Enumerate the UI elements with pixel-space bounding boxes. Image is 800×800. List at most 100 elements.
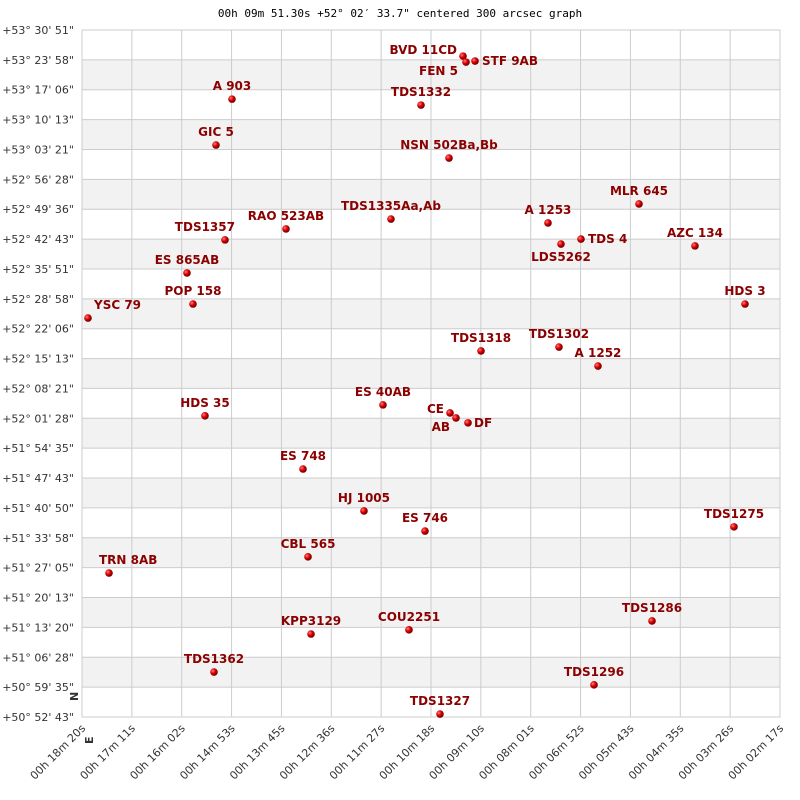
star-point (84, 314, 92, 322)
star-point (590, 681, 598, 689)
star-point (379, 401, 387, 409)
star-point (304, 553, 312, 561)
star-label: TDS 4 (588, 232, 627, 246)
star-label: POP 158 (164, 284, 221, 298)
star-point (648, 617, 656, 625)
star-point (299, 465, 307, 473)
star-point (228, 95, 236, 103)
star-point (387, 215, 395, 223)
star-label: TDS1362 (184, 652, 244, 666)
star-point (594, 362, 602, 370)
star-point (189, 300, 197, 308)
star-label: RAO 523AB (248, 209, 324, 223)
star-point (691, 242, 699, 250)
y-tick-label: +52° 42' 43" (2, 233, 74, 246)
star-label: AB (432, 420, 450, 434)
star-point (464, 419, 472, 427)
y-tick-label: +52° 15' 13" (2, 353, 74, 366)
star-label: LDS5262 (531, 250, 591, 264)
y-tick-label: +51° 20' 13" (2, 592, 74, 605)
y-tick-label: +51° 54' 35" (2, 442, 74, 455)
star-label: STF 9AB (482, 54, 538, 68)
star-label: ES 748 (280, 449, 326, 463)
star-point (635, 200, 643, 208)
star-label: CBL 565 (281, 537, 336, 551)
star-point (221, 236, 229, 244)
y-tick-label: +52° 56' 28" (2, 173, 74, 186)
y-tick-label: +52° 22' 06" (2, 323, 74, 336)
star-label: TDS1332 (391, 85, 451, 99)
star-point (405, 626, 413, 634)
star-label: TDS1302 (529, 327, 589, 341)
star-label: A 903 (213, 79, 252, 93)
star-point (436, 710, 444, 718)
star-label: YSC 79 (93, 298, 141, 312)
star-label: FEN 5 (419, 64, 458, 78)
north-marker: N (68, 692, 81, 701)
star-label: NSN 502Ba,Bb (400, 138, 498, 152)
star-label: A 1252 (575, 346, 622, 360)
star-label: HJ 1005 (338, 491, 390, 505)
star-label: TDS1327 (410, 694, 470, 708)
y-tick-label: +53° 23' 58" (2, 54, 74, 67)
star-point (417, 101, 425, 109)
east-marker: E (83, 736, 96, 744)
star-point (452, 414, 460, 422)
chart-title: 00h 09m 51.30s +52° 02′ 33.7" centered 3… (218, 7, 582, 20)
y-tick-label: +53° 10' 13" (2, 114, 74, 127)
star-point (445, 154, 453, 162)
star-point (212, 141, 220, 149)
star-label: TRN 8AB (99, 553, 157, 567)
star-point (421, 527, 429, 535)
star-point (282, 225, 290, 233)
y-tick-label: +52° 49' 36" (2, 203, 74, 216)
star-point (577, 235, 585, 243)
star-label: A 1253 (525, 203, 572, 217)
y-tick-label: +52° 35' 51" (2, 263, 74, 276)
star-point (307, 630, 315, 638)
star-label: COU2251 (378, 610, 440, 624)
star-label: TDS1335Aa,Ab (341, 199, 441, 213)
y-tick-label: +50° 59' 35" (2, 681, 74, 694)
star-point (183, 269, 191, 277)
star-point (741, 300, 749, 308)
y-tick-label: +53° 17' 06" (2, 84, 74, 97)
star-label: TDS1318 (451, 331, 511, 345)
y-tick-label: +52° 08' 21" (2, 382, 74, 395)
y-tick-label: +51° 40' 50" (2, 502, 74, 515)
star-point (210, 668, 218, 676)
star-label: ES 746 (402, 511, 448, 525)
y-tick-label: +53° 30' 51" (2, 24, 74, 37)
star-label: TDS1357 (175, 220, 235, 234)
star-label: MLR 645 (610, 184, 668, 198)
star-point (462, 58, 470, 66)
star-label: CE (427, 402, 444, 416)
y-tick-label: +51° 13' 20" (2, 621, 74, 634)
star-point (201, 412, 209, 420)
star-point (360, 507, 368, 515)
y-tick-label: +50° 52' 43" (2, 711, 74, 724)
star-label: BVD 11CD (389, 43, 457, 57)
star-point (544, 219, 552, 227)
y-tick-label: +51° 33' 58" (2, 532, 74, 545)
star-label: HDS 35 (180, 396, 230, 410)
star-point (446, 409, 454, 417)
star-label: TDS1296 (564, 665, 624, 679)
star-point (477, 347, 485, 355)
star-label: TDS1286 (622, 601, 682, 615)
star-label: ES 865AB (155, 253, 220, 267)
star-point (555, 343, 563, 351)
y-tick-label: +52° 28' 58" (2, 293, 74, 306)
star-label: KPP3129 (281, 614, 341, 628)
star-label: GIC 5 (198, 125, 234, 139)
star-point (105, 569, 113, 577)
y-tick-label: +51° 06' 28" (2, 651, 74, 664)
star-label: TDS1275 (704, 507, 764, 521)
star-point (459, 52, 467, 60)
star-label: HDS 3 (724, 284, 765, 298)
y-tick-label: +51° 47' 43" (2, 472, 74, 485)
star-point (557, 240, 565, 248)
y-tick-label: +53° 03' 21" (2, 143, 74, 156)
plot-frame (81, 29, 781, 718)
